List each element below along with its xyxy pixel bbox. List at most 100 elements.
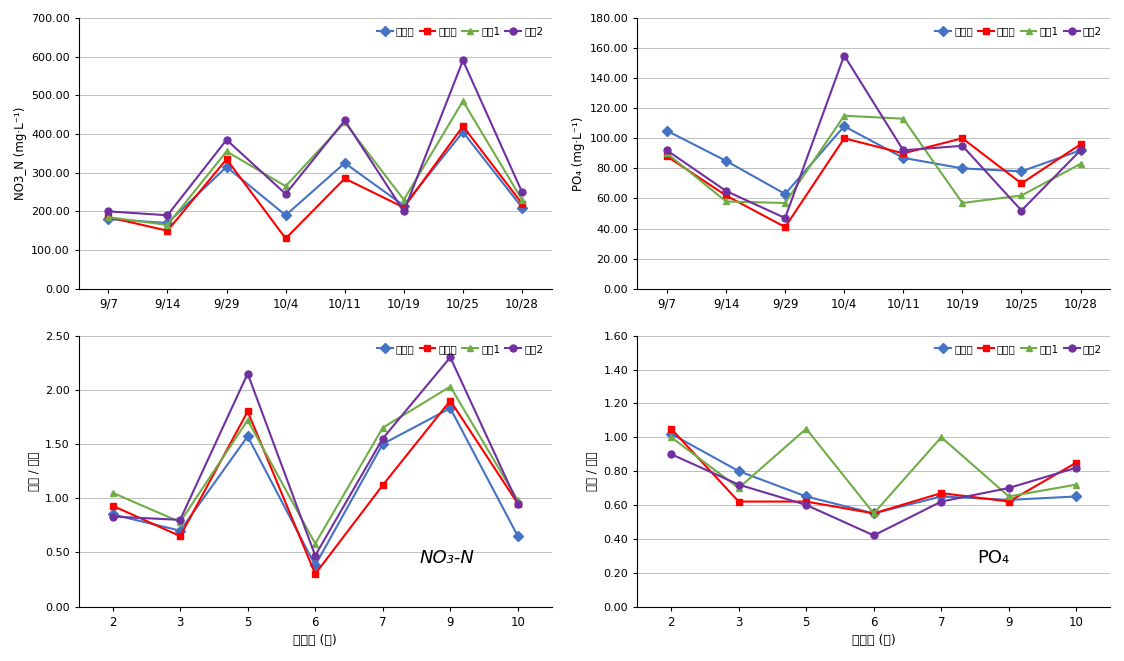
수정2 <box>955 142 969 150</box>
원예원 <box>397 204 410 212</box>
Line: 그로단: 그로단 <box>105 129 526 227</box>
수정1 <box>897 115 910 123</box>
수정2 <box>511 500 525 508</box>
Line: 그로단: 그로단 <box>663 123 1084 198</box>
수정1 <box>955 199 969 207</box>
수정1 <box>456 97 470 105</box>
그로단 <box>1070 492 1084 500</box>
원예원 <box>719 192 733 200</box>
그로단 <box>664 430 678 438</box>
수정1 <box>664 433 678 441</box>
수정1 <box>867 510 880 518</box>
그로단 <box>241 432 254 440</box>
수정2 <box>173 516 187 524</box>
그로단 <box>444 405 457 412</box>
Line: 수정1: 수정1 <box>105 98 526 229</box>
그로단 <box>106 510 119 518</box>
원예원 <box>308 570 321 578</box>
Line: 수정2: 수정2 <box>105 57 526 219</box>
수정1 <box>161 221 174 229</box>
수정1 <box>719 198 733 206</box>
X-axis label: 정식후 (주): 정식후 (주) <box>852 634 896 647</box>
그로단 <box>934 492 948 500</box>
원예원 <box>106 502 119 510</box>
수정2 <box>338 116 352 124</box>
Legend: 그로단, 원예원, 수정1, 수정2: 그로단, 원예원, 수정1, 수정2 <box>932 341 1105 357</box>
Line: 그로단: 그로단 <box>668 430 1080 517</box>
원예원 <box>241 408 254 416</box>
수정2 <box>1073 146 1087 154</box>
그로단 <box>397 202 410 210</box>
원예원 <box>1073 140 1087 148</box>
Legend: 그로단, 원예원, 수정1, 수정2: 그로단, 원예원, 수정1, 수정2 <box>374 23 546 40</box>
Y-axis label: 배액 / 급액: 배액 / 급액 <box>28 451 40 491</box>
원예원 <box>837 134 851 142</box>
Y-axis label: NO3_N (mg·L⁻¹): NO3_N (mg·L⁻¹) <box>13 106 27 200</box>
원예원 <box>897 149 910 157</box>
원예원 <box>778 223 791 231</box>
수정1 <box>1070 481 1084 488</box>
수정1 <box>220 147 234 155</box>
그로단 <box>279 212 292 219</box>
수정2 <box>660 146 673 154</box>
수정2 <box>377 435 390 443</box>
그로단 <box>732 467 745 475</box>
수정2 <box>719 187 733 195</box>
수정1 <box>377 424 390 432</box>
그로단 <box>837 122 851 130</box>
수정1 <box>338 118 352 126</box>
그로단 <box>1015 167 1028 175</box>
수정2 <box>101 208 115 215</box>
수정1 <box>778 199 791 207</box>
수정2 <box>308 552 321 560</box>
그로단 <box>1073 146 1087 154</box>
원예원 <box>1015 180 1028 188</box>
Line: 수정2: 수정2 <box>109 354 522 559</box>
수정2 <box>444 354 457 362</box>
Legend: 그로단, 원예원, 수정1, 수정2: 그로단, 원예원, 수정1, 수정2 <box>374 341 546 357</box>
원예원 <box>664 425 678 433</box>
수정2 <box>799 501 813 509</box>
수정2 <box>934 498 948 506</box>
원예원 <box>338 175 352 182</box>
그로단 <box>778 190 791 198</box>
수정1 <box>241 416 254 424</box>
그로단 <box>338 159 352 167</box>
원예원 <box>1003 498 1016 506</box>
원예원 <box>799 498 813 506</box>
원예원 <box>101 214 115 221</box>
수정1 <box>173 518 187 526</box>
원예원 <box>444 397 457 405</box>
수정2 <box>1070 464 1084 472</box>
수정1 <box>1003 492 1016 500</box>
그로단 <box>377 440 390 448</box>
Line: 원예원: 원예원 <box>109 397 522 578</box>
그로단 <box>220 163 234 171</box>
원예원 <box>456 122 470 130</box>
Text: NO₃-N: NO₃-N <box>419 549 474 566</box>
수정1 <box>934 433 948 441</box>
그로단 <box>511 532 525 540</box>
수정2 <box>456 56 470 64</box>
수정1 <box>1015 192 1028 200</box>
수정1 <box>732 484 745 492</box>
그로단 <box>515 204 528 212</box>
수정1 <box>515 196 528 204</box>
수정1 <box>279 182 292 190</box>
그로단 <box>867 510 880 518</box>
수정1 <box>397 196 410 204</box>
수정2 <box>1003 484 1016 492</box>
그로단 <box>955 165 969 173</box>
원예원 <box>161 227 174 235</box>
그로단 <box>660 127 673 135</box>
그로단 <box>456 128 470 136</box>
수정1 <box>511 496 525 504</box>
Y-axis label: 배액 / 급액: 배액 / 급액 <box>587 451 599 491</box>
Line: 원예원: 원예원 <box>663 135 1084 231</box>
그로단 <box>173 527 187 535</box>
수정2 <box>867 531 880 539</box>
수정1 <box>799 425 813 433</box>
Line: 원예원: 원예원 <box>668 425 1080 517</box>
Text: PO₄: PO₄ <box>978 549 1009 566</box>
Line: 원예원: 원예원 <box>105 123 526 242</box>
